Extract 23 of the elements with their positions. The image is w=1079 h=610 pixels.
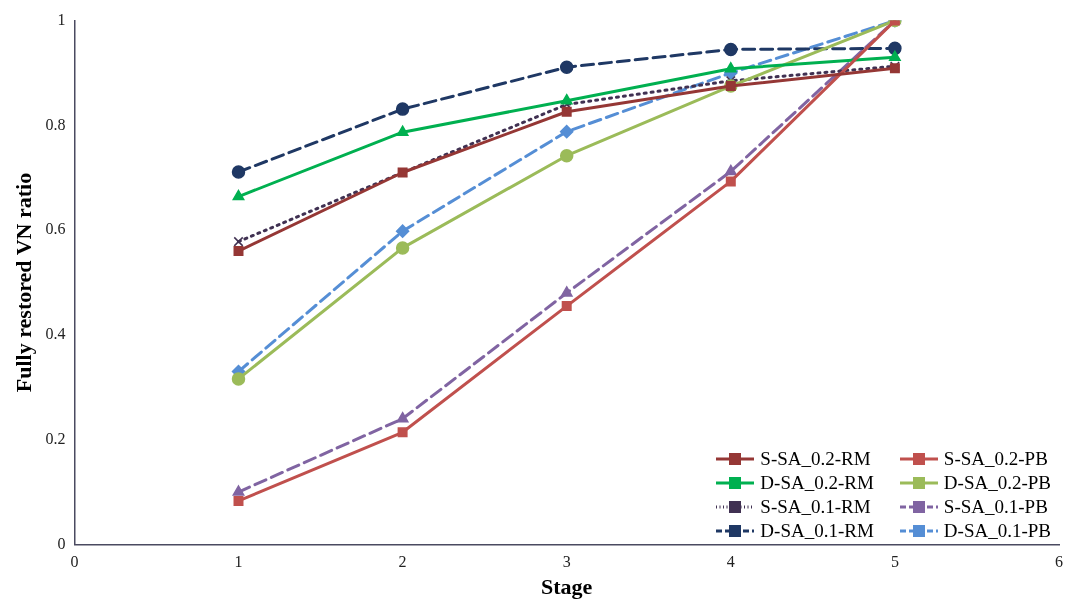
y-tick-label: 1: [57, 10, 66, 28]
legend-label: D-SA_0.2-RM: [760, 472, 874, 494]
x-tick-label: 4: [726, 553, 735, 571]
legend-label: S-SA_0.2-RM: [760, 448, 871, 470]
x-tick-label: 5: [890, 553, 899, 571]
x-tick-label: 1: [234, 553, 243, 571]
x-tick-label: 3: [562, 553, 571, 571]
y-tick-label: 0: [57, 534, 66, 552]
y-tick-label: 0.8: [45, 115, 66, 133]
y-tick-label: 0.4: [45, 325, 66, 343]
legend-label: D-SA_0.1-RM: [760, 520, 874, 542]
legend-label: D-SA_0.1-PB: [943, 520, 1051, 542]
x-tick-label: 0: [70, 553, 79, 571]
y-tick-label: 0.2: [45, 429, 66, 447]
x-tick-label: 6: [1055, 553, 1063, 571]
legend-label: S-SA_0.1-RM: [760, 496, 871, 518]
y-tick-label: 0.6: [45, 220, 66, 238]
x-axis-title: Stage: [541, 574, 593, 600]
legend-label: S-SA_0.2-PB: [943, 448, 1048, 470]
legend-label: D-SA_0.2-PB: [943, 472, 1051, 494]
y-axis-title: Fully restored VN ratio: [10, 172, 36, 393]
legend-label: S-SA_0.1-PB: [943, 496, 1048, 518]
x-tick-label: 2: [398, 553, 407, 571]
